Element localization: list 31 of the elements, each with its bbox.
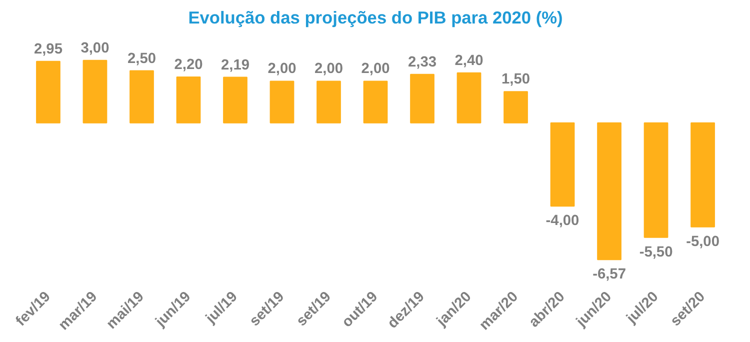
bar xyxy=(223,76,248,124)
data-label: 2,00 xyxy=(361,61,390,78)
data-label: 2,19 xyxy=(220,57,250,74)
data-label: 2,20 xyxy=(174,57,203,74)
data-label: -6,57 xyxy=(592,266,626,283)
data-label: -5,00 xyxy=(686,234,720,250)
bar xyxy=(176,76,201,124)
bar xyxy=(36,60,60,124)
bar xyxy=(82,60,108,124)
data-label: -4,00 xyxy=(546,213,580,230)
data-label: 2,00 xyxy=(314,61,344,78)
data-label: 2,50 xyxy=(127,50,156,67)
bar xyxy=(644,122,668,238)
data-label: 2,40 xyxy=(454,52,484,69)
bar xyxy=(410,74,434,124)
data-label: 1,50 xyxy=(501,72,530,88)
chart-title: Evolução das projeções do PIB para 2020 (%) xyxy=(188,8,563,28)
bar xyxy=(316,80,341,124)
data-label: 3,00 xyxy=(80,40,110,56)
data-label: 2,00 xyxy=(268,61,296,78)
data-label: 2,95 xyxy=(34,41,62,58)
bar xyxy=(550,122,575,207)
bar xyxy=(270,80,294,124)
bar xyxy=(456,72,482,124)
bar xyxy=(597,122,622,260)
bar xyxy=(130,70,154,124)
data-label: 2,33 xyxy=(408,54,437,70)
bar xyxy=(363,80,388,124)
bar xyxy=(690,122,715,228)
data-label: -5,50 xyxy=(639,244,673,260)
bar xyxy=(504,91,528,124)
